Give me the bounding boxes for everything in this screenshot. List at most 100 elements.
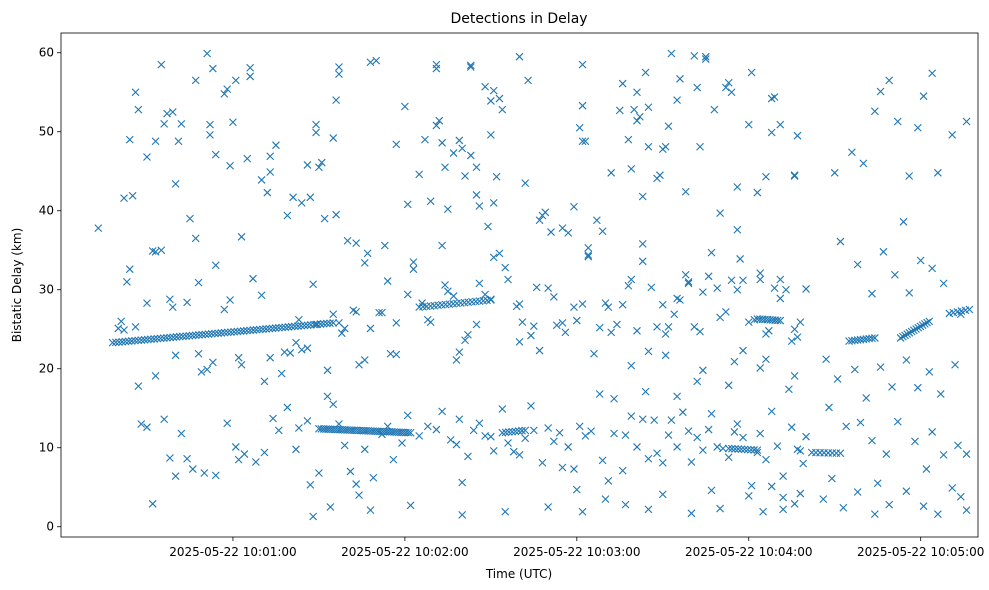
detection-point xyxy=(552,321,561,330)
track-point xyxy=(147,335,155,344)
detection-point xyxy=(203,365,212,374)
detection-point xyxy=(664,122,673,131)
track-point xyxy=(214,329,222,338)
detection-point xyxy=(750,315,759,324)
detection-point xyxy=(624,135,633,144)
detection-point xyxy=(177,429,186,438)
detection-point xyxy=(277,369,286,378)
track-point xyxy=(207,329,216,338)
detection-point xyxy=(753,188,762,197)
detection-point xyxy=(784,385,793,394)
detection-point xyxy=(194,349,203,358)
detection-point xyxy=(635,112,644,121)
detection-point xyxy=(601,495,610,503)
detection-point xyxy=(449,149,458,157)
detection-point xyxy=(323,366,332,375)
detection-point xyxy=(676,74,684,83)
detection-point xyxy=(123,277,131,286)
detection-point xyxy=(237,232,246,241)
detection-point xyxy=(538,458,547,467)
detection-point xyxy=(630,105,639,114)
detection-point xyxy=(681,270,690,279)
detection-point xyxy=(558,319,567,327)
detection-point xyxy=(120,326,128,334)
detection-point xyxy=(939,450,948,459)
detection-point xyxy=(208,358,217,367)
detection-point xyxy=(294,315,303,324)
track-point xyxy=(326,319,334,328)
detection-point xyxy=(767,482,776,491)
detection-point xyxy=(443,287,452,296)
track-point xyxy=(252,325,261,334)
track-point xyxy=(111,338,120,347)
detection-point xyxy=(515,337,524,346)
detection-point xyxy=(208,64,217,73)
detection-point xyxy=(570,303,578,312)
detection-point xyxy=(544,424,553,432)
detection-point xyxy=(779,505,788,514)
detection-point xyxy=(581,431,590,440)
detection-point xyxy=(435,116,444,125)
detection-point xyxy=(346,467,355,476)
detection-point xyxy=(326,503,335,511)
track-point xyxy=(159,334,168,342)
detection-point xyxy=(137,420,146,428)
detection-point xyxy=(747,68,756,77)
detection-point xyxy=(707,486,716,495)
detection-point xyxy=(607,328,616,337)
track-point xyxy=(518,426,526,435)
detection-point xyxy=(902,356,911,364)
detection-point xyxy=(595,323,604,332)
detection-point xyxy=(581,137,590,146)
detection-point xyxy=(578,507,587,516)
detection-point xyxy=(160,119,169,128)
track-point xyxy=(870,334,879,342)
detection-point xyxy=(627,275,636,284)
track-point xyxy=(896,334,905,342)
detection-point xyxy=(360,356,369,364)
track-point xyxy=(255,325,264,334)
detection-point xyxy=(114,324,123,333)
detection-point xyxy=(211,150,220,159)
detection-point xyxy=(174,137,183,146)
track-point xyxy=(243,326,251,335)
detection-point xyxy=(486,432,495,441)
detection-point xyxy=(727,276,736,285)
track-point xyxy=(169,333,178,342)
detection-point xyxy=(157,246,166,255)
detection-point xyxy=(676,296,684,304)
y-tick-label: 40 xyxy=(39,204,54,218)
track-point xyxy=(182,332,191,340)
detection-point xyxy=(696,327,704,336)
detection-point xyxy=(641,68,650,77)
track-point xyxy=(322,319,331,328)
track-point xyxy=(137,336,146,344)
detection-point xyxy=(191,234,200,243)
detection-point xyxy=(693,433,702,442)
track-point xyxy=(297,321,306,330)
detection-point xyxy=(699,366,707,375)
detection-point xyxy=(873,479,882,488)
detection-point xyxy=(790,172,799,180)
detection-point xyxy=(160,415,169,424)
track-point xyxy=(163,333,171,342)
detection-point xyxy=(604,477,613,485)
detection-point xyxy=(352,239,361,248)
detection-point xyxy=(501,263,510,272)
detection-point xyxy=(948,484,957,492)
detection-point xyxy=(644,103,653,112)
detection-point xyxy=(183,298,191,307)
detection-point xyxy=(713,443,722,451)
detection-point xyxy=(366,58,375,67)
detection-point xyxy=(747,481,756,490)
detection-point xyxy=(764,326,773,335)
detection-point xyxy=(323,392,332,401)
detection-point xyxy=(549,292,558,301)
track-point xyxy=(310,320,318,329)
detection-point xyxy=(266,168,275,176)
detection-point xyxy=(489,198,498,207)
detection-point xyxy=(403,200,412,209)
detection-point xyxy=(171,472,180,481)
detection-point xyxy=(426,318,435,327)
detection-point xyxy=(266,353,275,362)
